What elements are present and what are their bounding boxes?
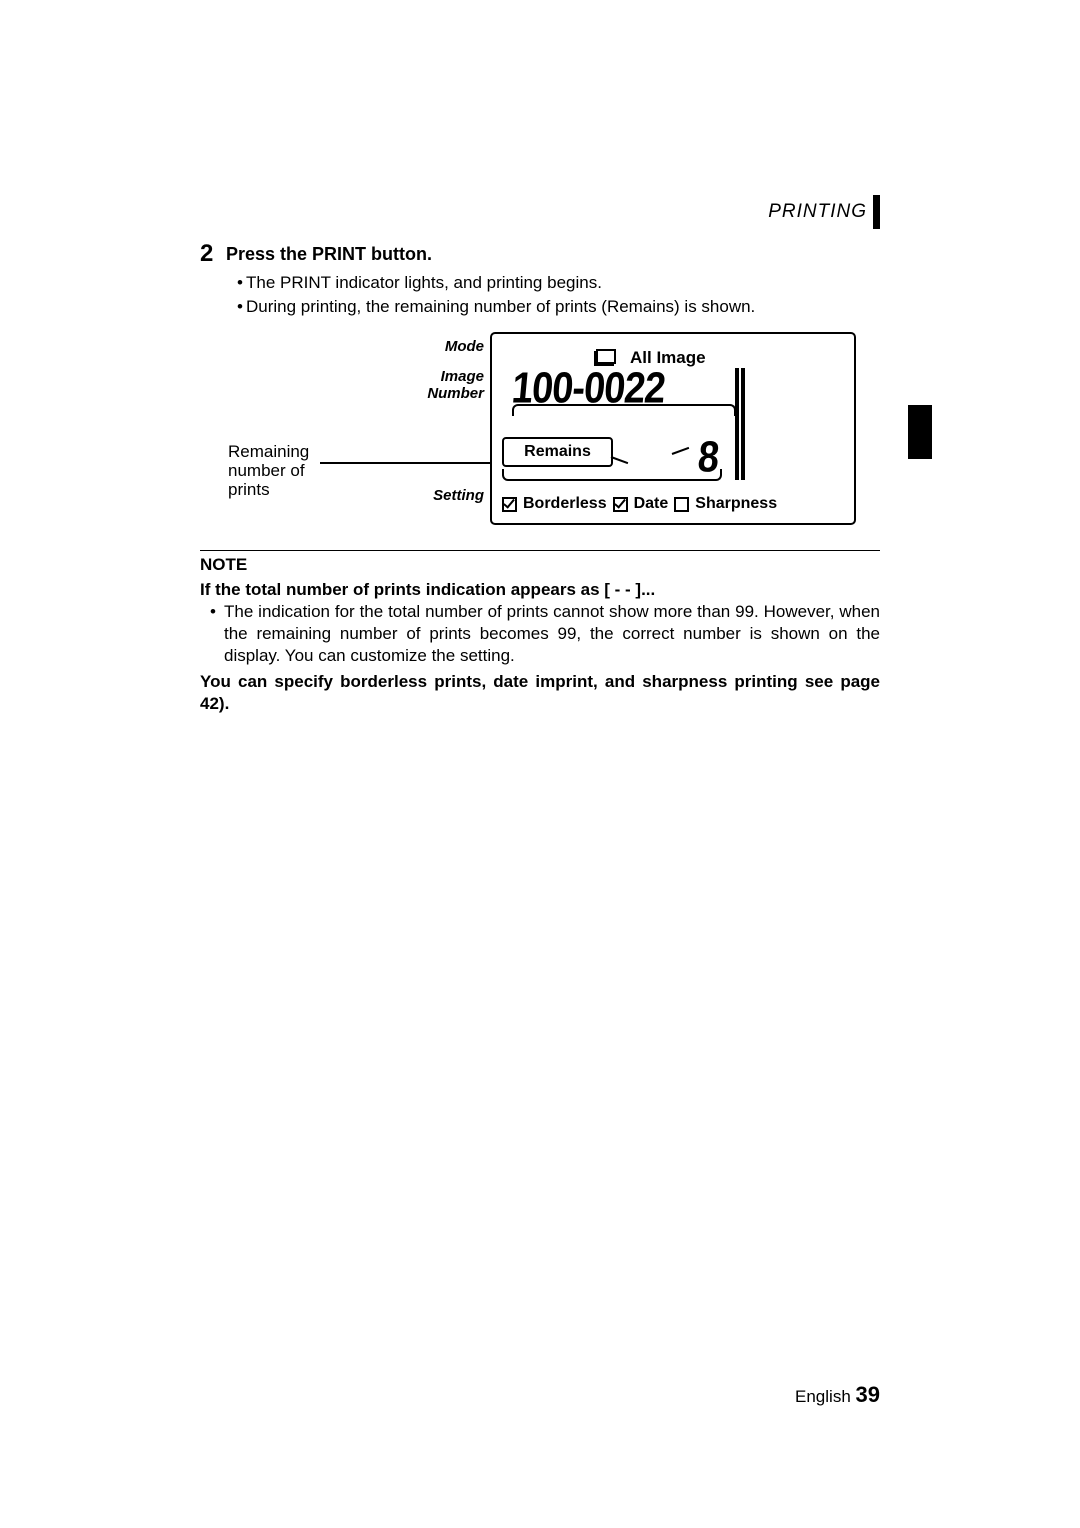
step-number: 2 [200, 243, 226, 265]
step-row: 2 Press the PRINT button. [200, 243, 880, 265]
note-bold-para: You can specify borderless prints, date … [200, 671, 880, 715]
callout-image: Image Number [404, 368, 484, 402]
setting-borderless: Borderless [523, 495, 607, 513]
bullet-dot-icon: • [234, 295, 246, 319]
arrow-icon [672, 447, 690, 455]
setting-date: Date [634, 495, 669, 513]
note-body-row: • The indication for the total number of… [210, 601, 880, 667]
callout-remaining: Remaining number of prints [228, 442, 316, 499]
header-bar-icon [873, 195, 880, 229]
bullet-dot-icon: • [210, 601, 224, 667]
checkbox-checked-icon [502, 497, 517, 512]
section-title: PRINTING [768, 201, 867, 223]
step-block: 2 Press the PRINT button. • The PRINT in… [200, 243, 880, 319]
vrule-icon [741, 368, 745, 480]
callout-image-line1: Image [441, 368, 484, 385]
callout-setting: Setting [414, 487, 484, 504]
note-subheading: If the total number of prints indication… [200, 579, 880, 601]
all-image-icon [594, 351, 614, 366]
callout-mode: Mode [414, 338, 484, 355]
page-footer: English 39 [795, 1382, 880, 1408]
leader-line-icon [320, 462, 492, 464]
callout-remaining-l1: Remaining [228, 442, 309, 461]
settings-row: Borderless Date Sharpness [502, 495, 844, 513]
bullet-text: The PRINT indicator lights, and printing… [246, 271, 602, 295]
bracket-bottom-icon [502, 469, 722, 481]
checkbox-checked-icon [613, 497, 628, 512]
footer-lang: English [795, 1387, 851, 1406]
bullet-text: During printing, the remaining number of… [246, 295, 755, 319]
page: PRINTING 2 Press the PRINT button. • The… [0, 0, 1080, 1528]
bullet-row: • During printing, the remaining number … [234, 295, 880, 319]
thumb-tab-icon [908, 405, 932, 459]
note-rule-icon [200, 550, 880, 551]
checkbox-unchecked-icon [674, 497, 689, 512]
lcd-box: All Image 100-0022 Remains 8 Borderless … [490, 332, 856, 525]
footer-page-number: 39 [856, 1382, 880, 1407]
step-title: Press the PRINT button. [226, 243, 432, 265]
note-heading: NOTE [200, 555, 880, 575]
lcd-figure: Mode Image Number Setting Remaining numb… [228, 332, 868, 532]
callout-remaining-l3: prints [228, 480, 270, 499]
section-header: PRINTING [768, 195, 880, 229]
bullet-row: • The PRINT indicator lights, and printi… [234, 271, 880, 295]
note-block: NOTE If the total number of prints indic… [200, 550, 880, 715]
callout-image-line2: Number [427, 385, 484, 402]
callout-remaining-l2: number of [228, 461, 305, 480]
bracket-top-icon [512, 404, 736, 416]
note-body: The indication for the total number of p… [224, 601, 880, 667]
vrule-icon [735, 368, 739, 480]
setting-sharpness: Sharpness [695, 495, 777, 513]
arrow-icon [611, 456, 629, 464]
bullet-dot-icon: • [234, 271, 246, 295]
remains-label: Remains [502, 437, 613, 467]
step-bullets: • The PRINT indicator lights, and printi… [234, 271, 880, 319]
